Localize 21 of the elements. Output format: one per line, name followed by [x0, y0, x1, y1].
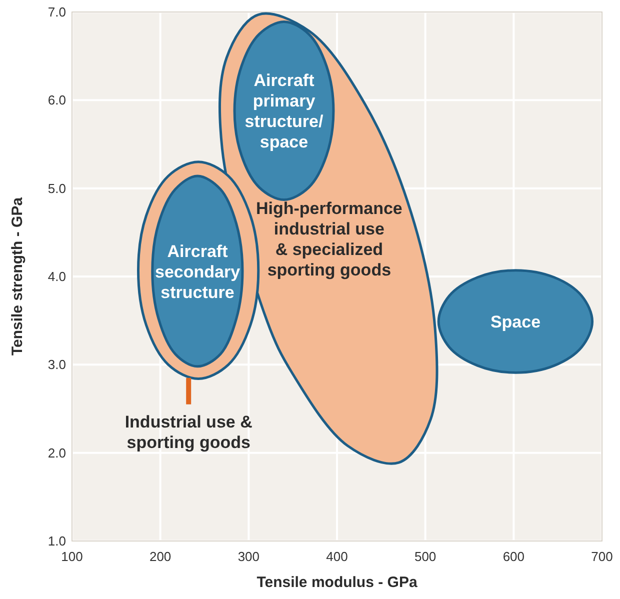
- x-tick-label: 100: [61, 549, 83, 564]
- y-tick-label: 7.0: [48, 4, 66, 20]
- series-label: Industrial use & sporting goods: [124, 412, 252, 452]
- x-tick-label: 500: [414, 549, 436, 564]
- x-axis-title: Tensile modulus - GPa: [256, 574, 418, 591]
- x-tick-label: 300: [238, 549, 260, 564]
- series-label: High-performance industrial use & specialized sporting goods: [256, 199, 402, 280]
- x-tick-label: 400: [326, 549, 348, 564]
- y-tick-label: 3.0: [48, 357, 66, 372]
- y-axis-title: Tensile strength - GPa: [9, 196, 26, 356]
- y-tick-label: 4.0: [48, 269, 66, 284]
- y-tick-label: 6.0: [48, 92, 66, 108]
- y-tick-label: 1.0: [48, 534, 66, 549]
- y-tick-label: 5.0: [48, 180, 66, 196]
- y-tick-label: 2.0: [48, 445, 66, 460]
- series-label: Aircraft secondary structure: [154, 242, 241, 302]
- series-label: Aircraft primary structure/ space: [244, 71, 324, 152]
- x-tick-label: 600: [502, 549, 525, 564]
- x-tick-label: 200: [149, 549, 172, 564]
- series-label: Space: [490, 312, 541, 332]
- x-tick-label: 700: [591, 549, 613, 564]
